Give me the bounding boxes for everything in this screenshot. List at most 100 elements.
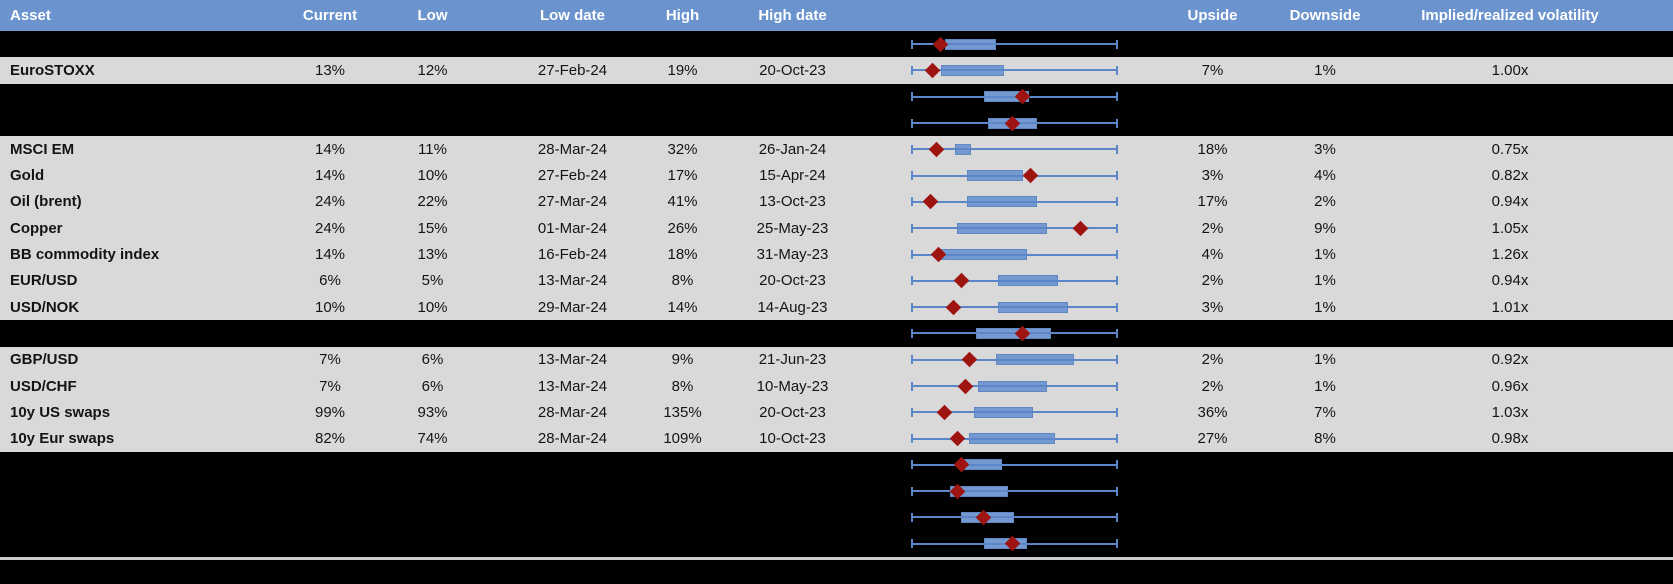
implied-realized-cell: 1.03x (1491, 403, 1529, 421)
spare-cell (1630, 162, 1673, 188)
current-cell (290, 452, 370, 478)
whisker-line (912, 95, 1117, 98)
hidden-table-row (0, 109, 1673, 137)
downside-cell (1260, 531, 1390, 557)
whisker-right-tick (1116, 539, 1118, 549)
whisker-line (912, 279, 1117, 282)
whisker-left-tick (911, 197, 913, 207)
current-diamond-marker (1023, 167, 1039, 184)
whisker-left-tick (911, 65, 913, 75)
implied-realized-cell (1390, 320, 1630, 346)
downside-cell (1260, 320, 1390, 346)
implied-realized-cell (1390, 84, 1630, 110)
range-plot-cell (870, 347, 1165, 373)
high-date-cell: 20-Oct-23 (759, 61, 826, 79)
whisker-right-tick (1116, 65, 1118, 75)
hidden-table-row (0, 31, 1673, 58)
asset-cell: EUR/USD (10, 272, 78, 290)
spare-cell (1630, 294, 1673, 320)
implied-realized-cell: 0.98x (1491, 430, 1529, 448)
range-plot-cell (870, 110, 1165, 136)
implied-realized-cell: 0.94x (1491, 193, 1529, 211)
range-plot-cell (870, 31, 1165, 57)
high-cell: 26% (667, 219, 698, 237)
table-row: USD/NOK 10% 10% 29-Mar-24 14% 14-Aug-23 3% 1% 1.… (0, 293, 1673, 321)
downside-cell: 8% (1314, 430, 1336, 448)
low-cell: 10% (417, 298, 448, 316)
whisker-right-tick (1116, 223, 1118, 233)
high-cell (650, 452, 715, 478)
high-date-cell: 13-Oct-23 (759, 193, 826, 211)
range-plot-cell (870, 531, 1165, 557)
current-diamond-marker (957, 378, 974, 394)
current-cell (290, 320, 370, 346)
current-cell: 14% (314, 167, 346, 185)
high-cell: 32% (667, 140, 698, 158)
range-plot-cell (870, 478, 1165, 504)
low-cell: 10% (417, 167, 448, 185)
current-cell: 82% (314, 430, 346, 448)
current-cell (290, 531, 370, 557)
upside-cell (1165, 531, 1260, 557)
range-plot-cell (870, 452, 1165, 478)
current-cell: 14% (314, 140, 346, 158)
low-cell (370, 478, 495, 504)
current-cell (290, 31, 370, 57)
low-date-cell: 01-Mar-24 (537, 219, 608, 237)
table-row: MSCI EM 14% 11% 28-Mar-24 32% 26-Jan-24 18% 3% 0… (0, 136, 1673, 163)
hidden-table-row (0, 504, 1673, 531)
current-cell: 24% (314, 219, 346, 237)
whisker-line (912, 69, 1117, 72)
spare-cell (1630, 110, 1673, 136)
spare-cell (1630, 84, 1673, 110)
downside-cell: 1% (1314, 61, 1336, 79)
asset-cell: EuroSTOXX (10, 61, 95, 79)
low-cell (370, 504, 495, 530)
implied-realized-cell: 0.96x (1491, 377, 1529, 395)
header-implied-realized-volatility: Implied/realized volatility (1421, 7, 1599, 24)
hidden-table-row (0, 478, 1673, 505)
high-cell: 109% (663, 430, 702, 448)
implied-realized-cell: 1.00x (1491, 61, 1529, 79)
low-cell: 5% (421, 272, 444, 290)
whisker-right-tick (1116, 355, 1118, 365)
low-date-cell (495, 531, 650, 557)
whisker-left-tick (911, 302, 913, 312)
high-date-cell (715, 531, 870, 557)
implied-realized-cell (1390, 452, 1630, 478)
whisker-left-tick (911, 118, 913, 128)
implied-realized-cell (1390, 478, 1630, 504)
low-cell: 15% (417, 219, 448, 237)
table-row: USD/CHF 7% 6% 13-Mar-24 8% 10-May-23 2% 1% 0.96x (0, 372, 1673, 400)
upside-cell (1165, 320, 1260, 346)
header-high-date: High date (758, 7, 827, 24)
table-row: 10y Eur swaps 82% 74% 28-Mar-24 109% 10-Oct-2… (0, 425, 1673, 452)
high-cell (650, 531, 715, 557)
downside-cell: 1% (1314, 298, 1336, 316)
bottom-separator (0, 556, 1673, 560)
low-date-cell (495, 320, 650, 346)
range-plot-cell (870, 136, 1165, 162)
whisker-line (912, 174, 1117, 177)
low-date-cell: 13-Mar-24 (537, 272, 608, 290)
high-date-cell: 21-Jun-23 (758, 351, 827, 369)
high-date-cell (715, 84, 870, 110)
low-cell: 11% (418, 140, 447, 158)
upside-cell (1165, 84, 1260, 110)
header-low: Low (417, 7, 448, 24)
low-cell: 22% (417, 193, 448, 211)
table-row: BB commodity index 14% 13% 16-Feb-24 18% 31-M… (0, 241, 1673, 268)
whisker-line (912, 463, 1117, 466)
whisker-right-tick (1116, 460, 1118, 470)
downside-cell (1260, 84, 1390, 110)
upside-cell (1165, 452, 1260, 478)
table-row: EuroSTOXX 13% 12% 27-Feb-24 19% 20-Oct-23 7% 1%… (0, 57, 1673, 84)
current-diamond-marker (937, 404, 953, 421)
high-date-cell: 31-May-23 (756, 246, 829, 264)
whisker-left-tick (911, 486, 913, 496)
high-cell (650, 478, 715, 504)
whisker-right-tick (1116, 512, 1118, 522)
upside-cell (1165, 31, 1260, 57)
downside-cell (1260, 452, 1390, 478)
upside-cell: 7% (1201, 61, 1224, 79)
